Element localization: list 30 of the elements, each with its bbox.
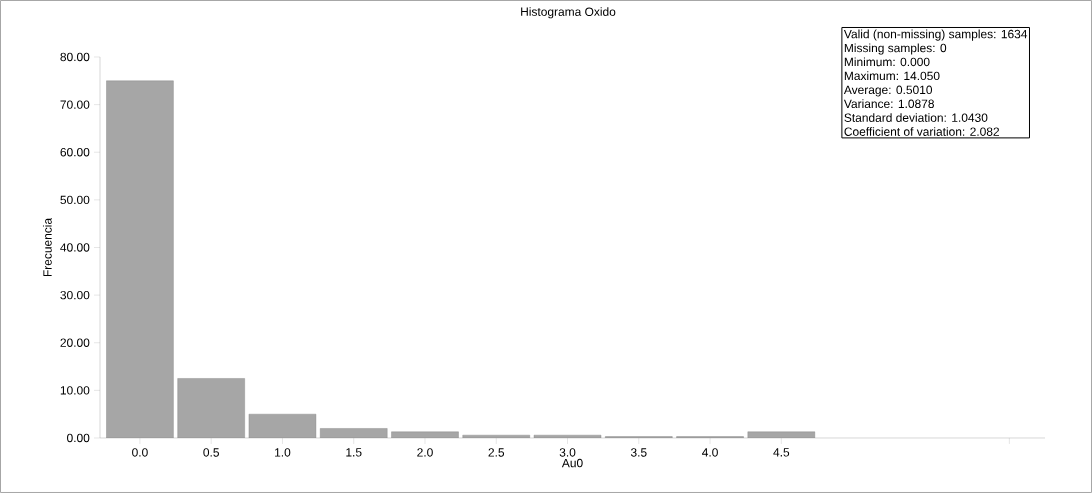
y-tick-label: 70.00 [60,100,90,109]
y-tick-label: 20.00 [60,338,90,347]
x-tick-label: 2.0 [417,448,433,457]
annotation: Maximum: 14.050 [844,71,940,81]
text: Valid (non-missing) samples: 1634 [843,29,1028,41]
x-tick-label: 2.5 [488,448,505,457]
y-tick-label: 60.00 [60,148,90,157]
annotation: Variance: 1.0878 [843,99,934,108]
y-tick-label: 80.00 [60,52,90,62]
annotation: Minimum: 0.000 [844,57,930,67]
x-tick-label: 3.0 [559,448,576,457]
x-tick-label: 1.5 [346,448,362,457]
x-tick-label: 4.5 [773,448,790,457]
x-axis-title: Au0 [561,458,583,468]
annotation: Coefficient of variation: 2.082 [844,127,999,136]
y-tick-label: 0.00 [67,433,90,443]
annotation: Average: 0.5010 [843,85,933,97]
chart-title: Histograma Oxido [521,7,616,19]
y-tick-label: 30.00 [60,290,90,300]
y-tick-label: 50.00 [60,195,90,205]
x-tick-label: 0.5 [203,448,219,457]
x-tick-label: 4.0 [702,448,718,457]
y-tick-label: 40.00 [60,243,90,252]
x-tick-label: 1.0 [275,448,291,457]
text: Missing samples: 0 [844,43,947,55]
x-tick-label: 3.5 [630,448,647,457]
annotation: Standard deviation: 1.0430 [844,113,988,122]
y-axis-title: Frecuencia [42,217,52,277]
y-tick-label: 10.00 [60,386,90,395]
x-tick-label: 0.0 [132,448,148,457]
